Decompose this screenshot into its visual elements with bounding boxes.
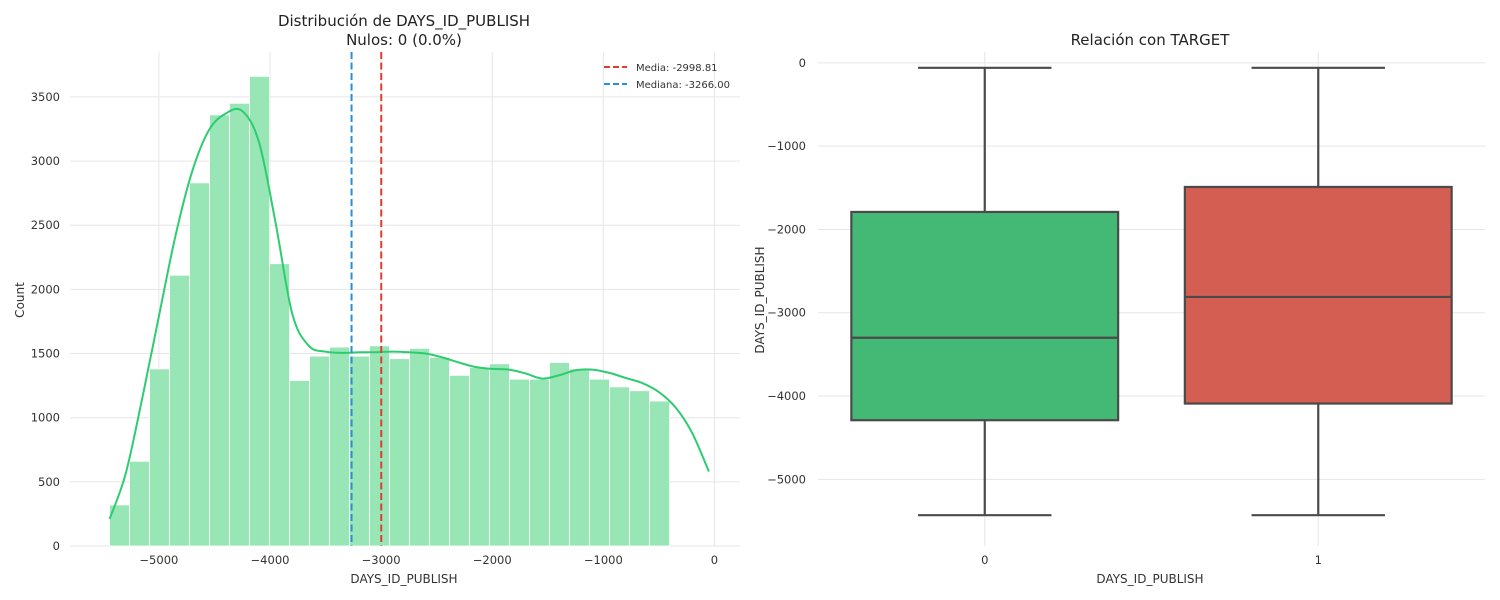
- histogram-bar: [529, 378, 550, 547]
- h-x-tick-label: −1000: [584, 553, 623, 567]
- histogram-bar: [149, 368, 170, 547]
- histogram-bar: [329, 346, 350, 547]
- histogram-panel: −5000 −4000 −3000 −2000 −1000 0 0 500 1000 1500 2…: [13, 12, 740, 586]
- h-y-tick-label: 1500: [31, 347, 60, 361]
- histogram-bar: [409, 347, 430, 547]
- histogram-bar: [509, 378, 530, 547]
- histogram-x-axis-label: DAYS_ID_PUBLISH: [350, 572, 457, 586]
- boxplot-boxes: [850, 66, 1453, 517]
- h-y-tick-label: 3000: [31, 154, 60, 168]
- box-target-1: [1183, 66, 1453, 517]
- b-x-tick-label: 0: [981, 553, 988, 567]
- histogram-bar: [429, 356, 450, 547]
- histogram-bar: [569, 368, 590, 547]
- reference-lines: [350, 52, 383, 546]
- b-y-tick-label: 0: [799, 56, 806, 70]
- h-y-tick-label: 3500: [31, 90, 60, 104]
- histogram-bar: [289, 380, 310, 547]
- histogram-bar: [549, 362, 570, 547]
- histogram-bar: [129, 460, 150, 547]
- histogram-bar: [309, 355, 330, 547]
- b-y-tick-label: −5000: [767, 472, 806, 486]
- h-y-tick-label: 2000: [31, 282, 60, 296]
- histogram-bar: [649, 400, 670, 547]
- kde-curve: [108, 107, 710, 520]
- histogram-y-axis-label: Count: [13, 282, 27, 318]
- y-tick-labels: 0 500 1000 1500 2000 2500 3000 3500: [31, 90, 60, 553]
- iqr-box: [850, 210, 1120, 422]
- histogram-bar: [469, 367, 490, 547]
- histogram-bar: [269, 263, 290, 547]
- legend: Media: -2998.81 Mediana: -3266.00: [604, 63, 730, 91]
- box-target-0: [850, 66, 1120, 517]
- b-x-tick-label: 1: [1315, 553, 1322, 567]
- histogram-bars: [109, 75, 670, 547]
- h-x-tick-label: −5000: [139, 553, 178, 567]
- box-y-tick-labels: 0 −1000 −2000 −3000 −4000 −5000: [767, 56, 806, 487]
- histogram-bar: [189, 182, 210, 547]
- h-x-tick-label: −2000: [473, 553, 512, 567]
- b-y-tick-label: −2000: [767, 222, 806, 236]
- histogram-bar: [629, 390, 650, 547]
- b-y-tick-label: −3000: [767, 306, 806, 320]
- histogram-bar: [449, 374, 470, 547]
- histogram-title: Distribución de DAYS_ID_PUBLISH: [278, 12, 530, 31]
- histogram-bar: [389, 358, 410, 547]
- h-x-tick-label: 0: [711, 553, 718, 567]
- h-x-tick-label: −3000: [362, 553, 401, 567]
- b-y-tick-label: −4000: [767, 389, 806, 403]
- h-y-tick-label: 0: [53, 539, 60, 553]
- h-y-tick-label: 500: [38, 475, 60, 489]
- legend-label-media: Media: -2998.81: [636, 63, 718, 74]
- histogram-bar: [489, 363, 510, 547]
- boxplot-x-axis-label: DAYS_ID_PUBLISH: [1096, 572, 1203, 586]
- histogram-bar: [609, 386, 630, 547]
- b-y-tick-label: −1000: [767, 139, 806, 153]
- h-x-tick-label: −4000: [251, 553, 290, 567]
- iqr-box: [1183, 185, 1453, 405]
- histogram-bar: [229, 102, 250, 547]
- histogram-bar: [589, 378, 610, 547]
- boxplot-y-axis-label: DAYS_ID_PUBLISH: [753, 246, 767, 353]
- histogram-bar: [169, 274, 190, 547]
- legend-label-mediana: Mediana: -3266.00: [636, 80, 730, 91]
- h-y-tick-label: 2500: [31, 218, 60, 232]
- h-y-tick-label: 1000: [31, 411, 60, 425]
- x-tick-labels: −5000 −4000 −3000 −2000 −1000 0: [139, 553, 718, 567]
- histogram-bar: [369, 345, 390, 547]
- histogram-subtitle: Nulos: 0 (0.0%): [346, 31, 462, 49]
- boxplot-title: Relación con TARGET: [1071, 31, 1231, 49]
- histogram-bar: [209, 114, 230, 547]
